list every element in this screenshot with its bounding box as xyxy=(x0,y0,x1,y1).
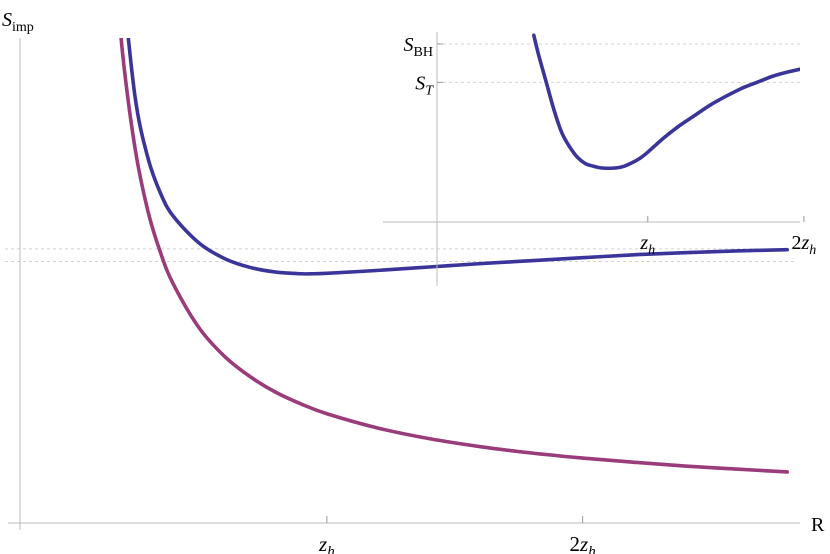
inset-y-tick-label-0: ST xyxy=(415,72,434,98)
tick-sub: h xyxy=(588,544,596,554)
tick-main: z xyxy=(579,532,588,554)
tick-main: z xyxy=(801,232,810,254)
main-series-line-lower xyxy=(119,38,790,474)
inset-series xyxy=(532,33,800,171)
tick-sub: T xyxy=(425,83,434,98)
inset-series-line-curve xyxy=(532,33,800,171)
tick-sub: BH xyxy=(414,45,433,60)
main-x-tick-label-1: 2zh xyxy=(570,532,596,554)
main-y-axis-label-main: S xyxy=(2,9,12,31)
tick-prefix: 2 xyxy=(792,232,802,254)
tick-sub: h xyxy=(809,243,816,258)
tick-main: S xyxy=(404,34,414,56)
inset-reference-lines xyxy=(437,43,800,83)
main-x-ticks: zh 2zh xyxy=(318,516,596,554)
main-series xyxy=(119,38,790,474)
tick-prefix: 2 xyxy=(570,532,581,554)
tick-main: z xyxy=(639,232,648,254)
tick-main: z xyxy=(318,532,327,554)
inset-x-ticks: zh 2zh xyxy=(639,216,816,258)
main-y-axis-label-sub: imp xyxy=(12,20,34,35)
main-y-axis-label: Simp xyxy=(2,9,34,35)
main-x-tick-label-0: zh xyxy=(318,532,335,554)
inset-y-tick-label-1: SBH xyxy=(404,34,433,60)
inset-x-tick-label-0: zh xyxy=(639,232,655,258)
main-reference-lines xyxy=(5,248,795,263)
tick-sub: h xyxy=(648,243,655,258)
tick-sub: h xyxy=(327,544,335,554)
main-x-axis-label: R xyxy=(811,514,825,536)
inset-x-tick-label-1: 2zh xyxy=(792,232,817,258)
tick-main: S xyxy=(415,72,425,94)
main-series-line-upper xyxy=(126,38,790,276)
